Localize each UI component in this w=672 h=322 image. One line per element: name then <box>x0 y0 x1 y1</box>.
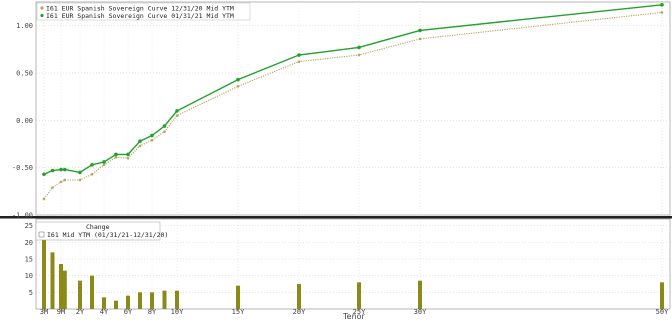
bottom-y-tick-label: 5 <box>29 289 33 297</box>
x-tick-label: 2Y <box>76 308 85 316</box>
bottom-legend-box <box>35 221 161 241</box>
x-tick-label: 8Y <box>148 308 157 316</box>
change-bar-10Y <box>175 290 179 309</box>
series-2-point <box>162 124 167 128</box>
top-y-tick-label: 0.00 <box>16 117 33 125</box>
x-tick-label: 30Y <box>414 308 427 316</box>
bottom-legend-label: I61 Mid YTM (01/31/21-12/31/20) <box>47 231 168 239</box>
series-2-point <box>138 139 142 143</box>
legend-label-1: I61 EUR Spanish Sovereign Curve 12/31/20… <box>46 4 234 12</box>
change-bar-7Y <box>138 292 142 309</box>
series-1-point <box>59 180 63 184</box>
bottom-y-tick-label: 10 <box>25 272 33 280</box>
x-tick-label: 3M <box>40 308 48 316</box>
change-bar-2Y <box>78 280 82 309</box>
series-2-point <box>175 109 179 113</box>
series-line-1 <box>43 11 663 200</box>
change-bar-9Y <box>162 290 167 309</box>
change-bar-50Y <box>660 282 664 309</box>
series-2-point <box>63 167 67 172</box>
top-series-lines <box>42 3 664 201</box>
bottom-legend: Change I61 Mid YTM (01/31/21-12/31/20) <box>35 221 168 241</box>
bottom-y-tick-label: 15 <box>25 256 33 264</box>
change-bar-6M <box>50 252 55 309</box>
change-bar-20Y <box>297 284 301 309</box>
top-panel-frame <box>35 1 671 216</box>
series-2-point <box>357 45 361 50</box>
series-1-point <box>175 114 179 117</box>
change-bars <box>42 222 664 309</box>
bottom-panel-frame <box>35 218 671 310</box>
x-tick-label: 25Y <box>353 308 366 316</box>
series-2-point <box>78 170 82 175</box>
x-tick-label: 50Y <box>656 308 669 316</box>
series-2-point <box>90 163 94 167</box>
change-bar-3Y <box>90 275 94 309</box>
series-2-point <box>126 152 130 157</box>
series-1-point <box>150 138 154 142</box>
series-1-point <box>90 172 94 176</box>
panel-separator <box>0 216 672 219</box>
top-y-tick-label: -1.00 <box>12 212 33 220</box>
series-1-point <box>236 84 240 88</box>
series-2-point <box>660 3 664 7</box>
series-1-point <box>78 178 82 182</box>
x-tick-label: 10Y <box>171 308 184 316</box>
change-bar-4Y <box>102 297 106 309</box>
series-2-point <box>59 167 63 172</box>
change-bar-8Y <box>150 292 154 309</box>
x-tick-labels: 3M 9M 2Y 4Y 6Y 8Y 10Y 15Y 20Y 25Y 30Y 50Y <box>40 308 669 316</box>
x-tick-label: 9M <box>57 308 65 316</box>
x-tick-label: 6Y <box>124 308 133 316</box>
top-grid: 1.00 0.50 0.00 -0.50 -1.00 <box>12 2 670 220</box>
series-2-point <box>102 160 106 164</box>
bottom-legend-title: Change <box>86 223 110 231</box>
change-bar-25Y <box>357 282 361 309</box>
legend-label-2: I61 EUR Spanish Sovereign Curve 01/31/21… <box>46 12 234 20</box>
bottom-y-tick-label: 25 <box>25 222 33 230</box>
bottom-y-tick-label: 20 <box>25 239 33 247</box>
series-2-point <box>114 152 118 157</box>
series-1-point <box>163 130 166 133</box>
top-legend-box <box>36 2 251 21</box>
top-y-tick-label: 1.00 <box>16 22 33 30</box>
series-2-point <box>297 53 301 57</box>
top-legend: I61 EUR Spanish Sovereign Curve 12/31/20… <box>36 2 251 21</box>
series-2-point <box>42 172 46 177</box>
series-2-point <box>418 28 422 33</box>
series-2-point <box>150 133 154 138</box>
series-2-point <box>236 77 240 82</box>
change-bar-15Y <box>236 285 240 309</box>
change-bar-5Y <box>114 300 118 309</box>
series-1-point <box>102 163 106 167</box>
series-1-point <box>114 155 118 159</box>
change-bar-6Y <box>126 295 130 309</box>
change-bar-3M <box>42 222 46 309</box>
x-tick-label: 20Y <box>293 308 306 316</box>
legend-marker-2 <box>40 13 44 18</box>
change-bar-1Y <box>62 270 67 309</box>
series-1-point <box>42 197 46 201</box>
bottom-legend-swatch <box>38 231 45 238</box>
top-y-tick-label: -0.50 <box>12 164 33 172</box>
series-1-point <box>63 178 67 182</box>
x-axis-title: Tenor <box>342 312 365 321</box>
series-1-point <box>51 186 54 189</box>
x-tick-label: 15Y <box>232 308 245 316</box>
top-y-tick-label: 0.50 <box>16 70 33 78</box>
series-1-point <box>138 144 142 148</box>
series-1-point <box>660 11 664 14</box>
series-1-point <box>418 37 422 41</box>
series-1-point <box>357 53 361 57</box>
series-1-point <box>297 60 301 63</box>
legend-marker-1 <box>40 6 44 10</box>
series-2-point <box>50 168 55 173</box>
change-bar-9M <box>59 264 63 309</box>
x-tick-label: 4Y <box>100 308 109 316</box>
series-1-point <box>126 156 130 160</box>
change-bar-30Y <box>418 280 422 309</box>
